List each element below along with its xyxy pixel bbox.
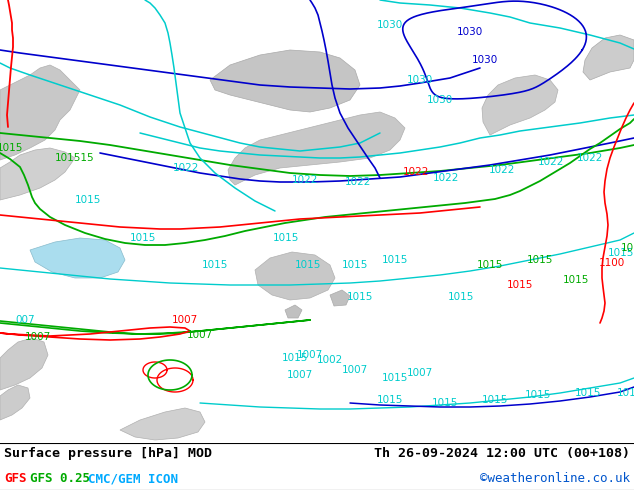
- Text: 1015: 1015: [382, 373, 408, 383]
- Text: 1015: 1015: [507, 280, 533, 290]
- Polygon shape: [120, 408, 205, 440]
- Text: 1022: 1022: [292, 175, 318, 185]
- Text: 1015: 1015: [432, 398, 458, 408]
- Text: 1030: 1030: [377, 20, 403, 30]
- Text: 1015: 1015: [575, 388, 601, 398]
- Polygon shape: [482, 75, 558, 135]
- Text: 1015: 1015: [621, 243, 634, 253]
- Polygon shape: [255, 252, 335, 300]
- Polygon shape: [330, 290, 350, 306]
- Text: 1015: 1015: [563, 275, 589, 285]
- Text: 1022: 1022: [489, 165, 515, 175]
- Polygon shape: [285, 305, 302, 318]
- Text: 1015: 1015: [525, 390, 551, 400]
- Text: 1022: 1022: [345, 177, 371, 187]
- Text: 1015: 1015: [617, 388, 634, 398]
- Text: 1015: 1015: [75, 195, 101, 205]
- Text: 1007: 1007: [407, 368, 433, 378]
- Polygon shape: [0, 338, 48, 390]
- Polygon shape: [210, 50, 360, 112]
- Text: 1015: 1015: [130, 233, 156, 243]
- Text: 1015: 1015: [377, 395, 403, 405]
- Polygon shape: [0, 65, 80, 160]
- Text: GFS: GFS: [4, 472, 27, 485]
- Text: 1007: 1007: [297, 350, 323, 360]
- Text: 1015: 1015: [281, 353, 308, 363]
- Text: 1015: 1015: [482, 395, 508, 405]
- Text: 1015: 1015: [608, 248, 634, 258]
- Text: 1015: 1015: [347, 292, 373, 302]
- Text: 1022: 1022: [403, 167, 429, 177]
- Text: 007: 007: [15, 315, 35, 325]
- Text: 1015: 1015: [527, 255, 553, 265]
- Text: 1007: 1007: [287, 370, 313, 380]
- Text: 1100: 1100: [599, 258, 625, 268]
- Text: 1015: 1015: [342, 260, 368, 270]
- Text: 1015: 1015: [273, 233, 299, 243]
- Polygon shape: [0, 148, 75, 200]
- Polygon shape: [30, 238, 125, 278]
- Text: 1007: 1007: [187, 330, 213, 340]
- Text: 1015: 1015: [295, 260, 321, 270]
- Text: 1015: 1015: [477, 260, 503, 270]
- Text: 1007: 1007: [25, 332, 51, 342]
- Text: GFS 0.25: GFS 0.25: [30, 472, 89, 485]
- Polygon shape: [0, 385, 30, 420]
- Text: 101515: 101515: [55, 153, 95, 163]
- Text: 1015: 1015: [0, 143, 23, 153]
- Text: 1007: 1007: [172, 315, 198, 325]
- Polygon shape: [228, 112, 405, 185]
- Text: 1030: 1030: [407, 75, 433, 85]
- Text: 1022: 1022: [433, 173, 459, 183]
- Text: 1030: 1030: [457, 27, 483, 37]
- Text: 1015: 1015: [382, 255, 408, 265]
- Text: CMC/GEM ICON: CMC/GEM ICON: [87, 472, 178, 485]
- Text: 1002: 1002: [317, 355, 343, 365]
- Text: 1022: 1022: [577, 153, 603, 163]
- Text: 1030: 1030: [472, 55, 498, 65]
- Text: 1015: 1015: [202, 260, 228, 270]
- Polygon shape: [583, 35, 634, 80]
- Text: 1022: 1022: [538, 157, 564, 167]
- Text: Th 26-09-2024 12:00 UTC (00+108): Th 26-09-2024 12:00 UTC (00+108): [374, 447, 630, 460]
- Text: 1030: 1030: [427, 95, 453, 105]
- Text: 1007: 1007: [342, 365, 368, 375]
- Text: 1022: 1022: [173, 163, 199, 173]
- Text: Surface pressure [hPa] MOD: Surface pressure [hPa] MOD: [4, 447, 212, 460]
- Text: 1015: 1015: [448, 292, 474, 302]
- Text: ©weatheronline.co.uk: ©weatheronline.co.uk: [480, 472, 630, 485]
